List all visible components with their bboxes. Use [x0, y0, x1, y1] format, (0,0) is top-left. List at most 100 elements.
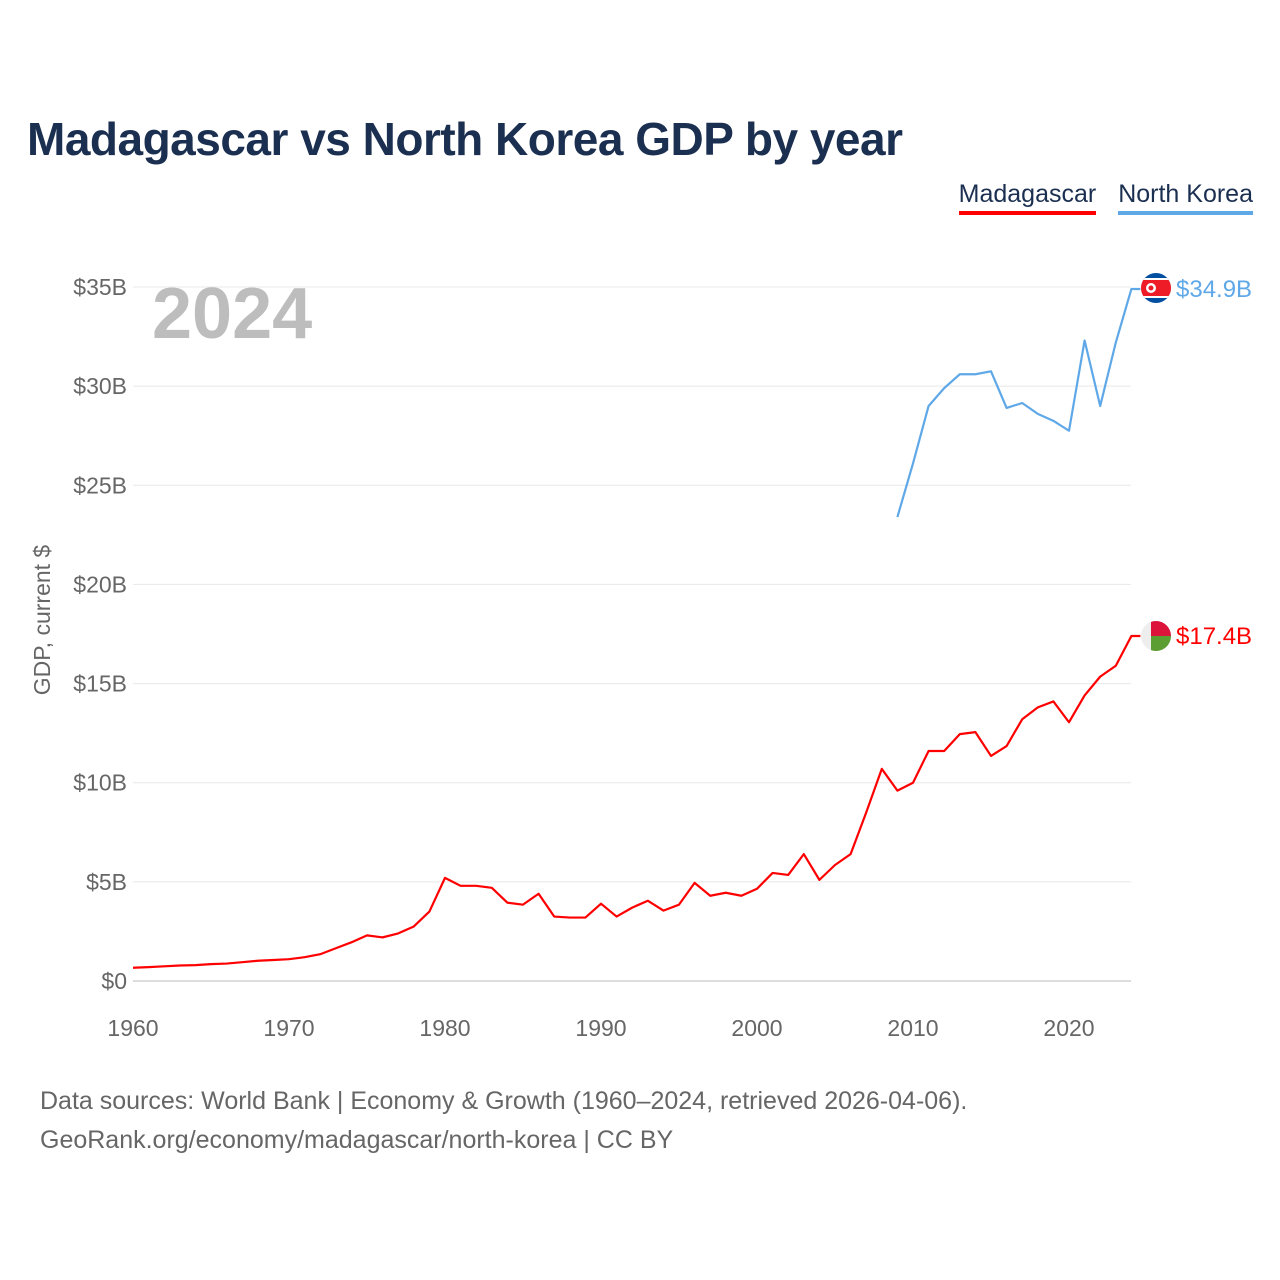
data-point[interactable] — [315, 949, 325, 959]
data-point[interactable] — [471, 881, 481, 891]
x-tick-label: 2020 — [1043, 1015, 1094, 1041]
data-point[interactable] — [674, 900, 684, 910]
data-point[interactable] — [409, 921, 419, 931]
data-point[interactable] — [1048, 416, 1058, 426]
data-point[interactable] — [721, 888, 731, 898]
source-link[interactable]: GeoRank.org/economy/madagascar/north-kor… — [40, 1126, 674, 1154]
data-point[interactable] — [175, 961, 185, 971]
y-tick-label: $25B — [73, 472, 127, 498]
x-tick-label: 2010 — [887, 1015, 938, 1041]
x-tick-label: 1990 — [575, 1015, 626, 1041]
data-point[interactable] — [1111, 338, 1121, 348]
data-point[interactable] — [846, 849, 856, 859]
data-point[interactable] — [783, 870, 793, 880]
data-point[interactable] — [190, 960, 200, 970]
data-point[interactable] — [1033, 409, 1043, 419]
series-line-madagascar — [132, 634, 1141, 969]
data-point[interactable] — [440, 873, 450, 883]
data-point[interactable] — [237, 957, 247, 967]
x-tick-label: 2000 — [731, 1015, 782, 1041]
data-point[interactable] — [580, 913, 590, 923]
data-point[interactable] — [658, 906, 668, 916]
data-point[interactable] — [222, 959, 232, 969]
data-point[interactable] — [1064, 717, 1074, 727]
data-point[interactable] — [1111, 661, 1121, 671]
data-point[interactable] — [1080, 690, 1090, 700]
data-point[interactable] — [534, 889, 544, 899]
data-point[interactable] — [144, 962, 154, 972]
data-point[interactable] — [1064, 426, 1074, 436]
data-point[interactable] — [1080, 336, 1090, 346]
data-point[interactable] — [1126, 631, 1136, 641]
data-point[interactable] — [1095, 401, 1105, 411]
data-point[interactable] — [487, 883, 497, 893]
data-point[interactable] — [705, 891, 715, 901]
data-point[interactable] — [424, 907, 434, 917]
year-watermark: 2024 — [152, 274, 312, 354]
data-point[interactable] — [284, 954, 294, 964]
data-point[interactable] — [549, 912, 559, 922]
data-point[interactable] — [627, 903, 637, 913]
data-point[interactable] — [1048, 696, 1058, 706]
data-point[interactable] — [253, 956, 263, 966]
data-point[interactable] — [892, 512, 902, 522]
legend-madagascar[interactable]: Madagascar — [958, 180, 1097, 215]
data-point[interactable] — [1002, 741, 1012, 751]
data-point[interactable] — [908, 778, 918, 788]
data-point[interactable] — [970, 727, 980, 737]
data-point[interactable] — [986, 751, 996, 761]
data-point[interactable] — [565, 913, 575, 923]
footer: Data sources: World Bank | Economy & Gro… — [40, 1082, 967, 1160]
x-tick-label: 1970 — [263, 1015, 314, 1041]
data-point[interactable] — [518, 900, 528, 910]
data-point[interactable] — [924, 401, 934, 411]
data-point[interactable] — [159, 961, 169, 971]
data-point[interactable] — [877, 764, 887, 774]
data-point[interactable] — [346, 937, 356, 947]
y-tick-label: $10B — [73, 770, 127, 796]
data-point[interactable] — [596, 899, 606, 909]
data-point[interactable] — [1095, 672, 1105, 682]
data-point[interactable] — [924, 746, 934, 756]
data-point[interactable] — [986, 366, 996, 376]
legend: Madagascar North Korea — [958, 180, 1253, 215]
data-point[interactable] — [752, 884, 762, 894]
data-point[interactable] — [378, 932, 388, 942]
y-tick-label: $20B — [73, 571, 127, 597]
data-point[interactable] — [939, 383, 949, 393]
data-point[interactable] — [1017, 398, 1027, 408]
data-point[interactable] — [362, 930, 372, 940]
data-point[interactable] — [861, 807, 871, 817]
data-point[interactable] — [502, 898, 512, 908]
data-point[interactable] — [1002, 403, 1012, 413]
data-point[interactable] — [331, 943, 341, 953]
data-point[interactable] — [768, 868, 778, 878]
data-point[interactable] — [830, 860, 840, 870]
data-point[interactable] — [908, 458, 918, 468]
data-point[interactable] — [206, 959, 216, 969]
data-point[interactable] — [456, 881, 466, 891]
data-point[interactable] — [970, 369, 980, 379]
data-point[interactable] — [643, 896, 653, 906]
data-point[interactable] — [128, 963, 138, 973]
data-point[interactable] — [393, 928, 403, 938]
end-value-label: $17.4B — [1176, 623, 1252, 650]
data-point[interactable] — [939, 746, 949, 756]
x-tick-label: 1960 — [107, 1015, 158, 1041]
data-point[interactable] — [1126, 284, 1136, 294]
data-point[interactable] — [736, 891, 746, 901]
y-axis-label: GDP, current $ — [29, 545, 55, 696]
data-point[interactable] — [690, 878, 700, 888]
legend-north-korea[interactable]: North Korea — [1118, 180, 1253, 215]
data-point[interactable] — [268, 955, 278, 965]
data-point[interactable] — [814, 875, 824, 885]
data-point[interactable] — [300, 952, 310, 962]
data-point[interactable] — [955, 729, 965, 739]
data-point[interactable] — [892, 786, 902, 796]
data-point[interactable] — [799, 849, 809, 859]
data-point[interactable] — [1017, 714, 1027, 724]
data-point[interactable] — [1033, 702, 1043, 712]
data-point[interactable] — [955, 369, 965, 379]
north-korea-flag-icon — [1141, 273, 1171, 303]
data-point[interactable] — [612, 912, 622, 922]
